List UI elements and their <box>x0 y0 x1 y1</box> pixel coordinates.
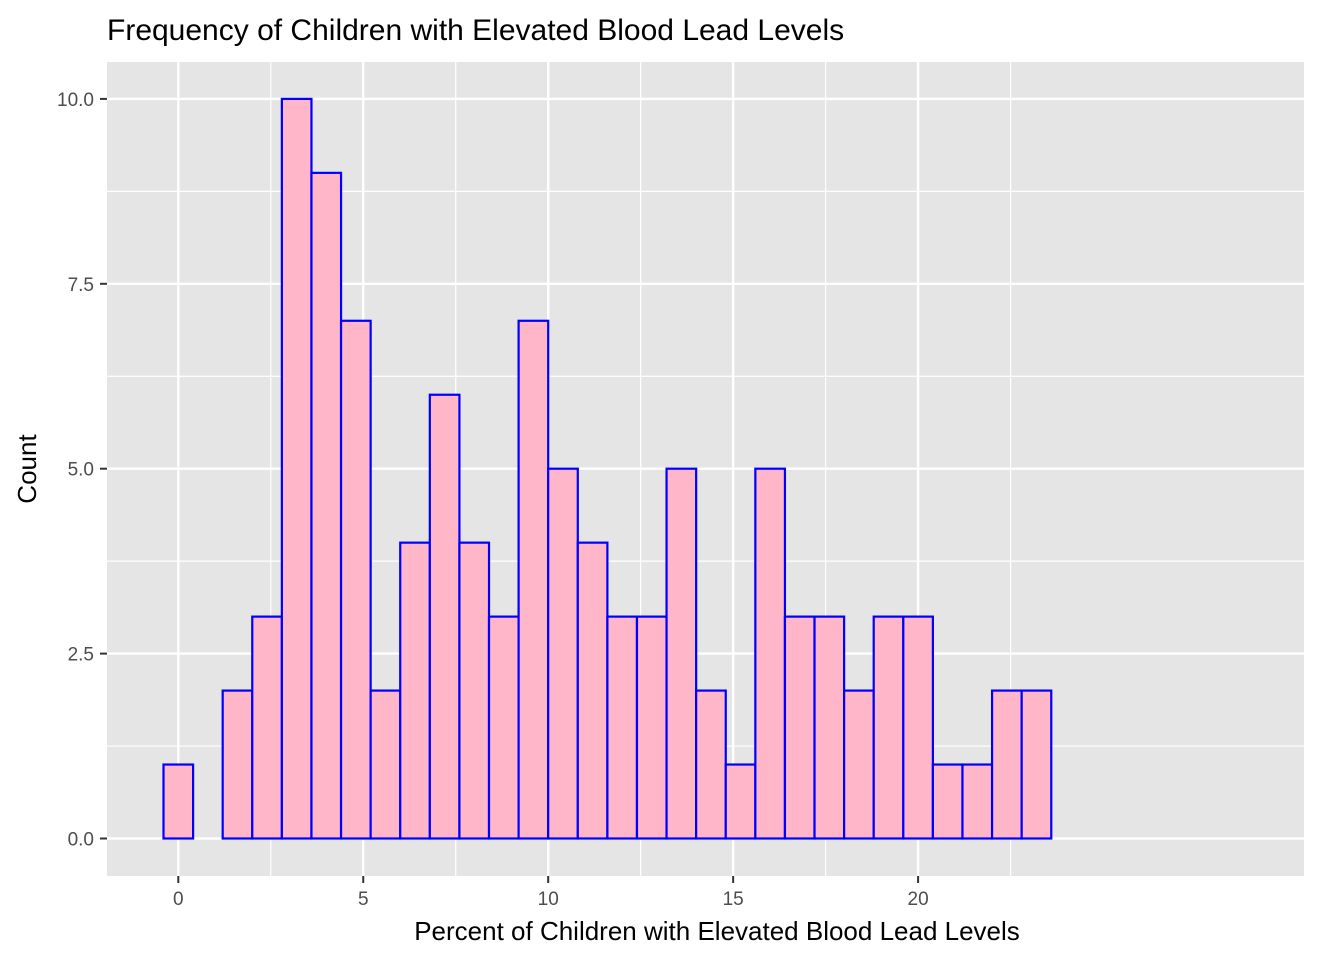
histogram-bar <box>576 541 609 840</box>
x-tick-label: 15 <box>723 889 744 910</box>
x-axis-title: Percent of Children with Elevated Blood … <box>414 916 1020 946</box>
histogram-bar <box>813 615 846 840</box>
histogram-bar <box>487 615 520 840</box>
y-tick-label: 2.5 <box>68 645 94 666</box>
histogram-bar <box>606 615 639 840</box>
histogram-bar <box>1020 689 1053 840</box>
histogram-bar <box>310 171 343 840</box>
y-tick-label: 10.0 <box>57 90 94 111</box>
y-tick-label: 5.0 <box>68 460 94 481</box>
histogram-bar <box>339 319 372 840</box>
x-tick-label: 5 <box>358 889 369 910</box>
y-tick-label: 7.5 <box>68 275 94 296</box>
histogram-bar <box>458 541 491 840</box>
histogram-bar <box>902 615 934 840</box>
histogram-bar <box>783 615 816 840</box>
histogram-bar <box>961 763 994 840</box>
histogram-bars <box>162 97 1053 840</box>
x-tick-label: 0 <box>173 889 184 910</box>
histogram-bar <box>428 393 461 840</box>
histogram-bar <box>843 689 875 840</box>
histogram-bar <box>251 615 283 840</box>
x-tick-label: 10 <box>538 889 559 910</box>
histogram-bar <box>162 763 195 840</box>
y-tick-label: 0.0 <box>68 830 94 851</box>
histogram-bar <box>547 467 579 840</box>
histogram-bar <box>724 763 757 840</box>
chart-title: Frequency of Children with Elevated Bloo… <box>107 14 844 47</box>
x-axis: 0 5 10 15 20 <box>173 876 929 910</box>
histogram-bar <box>221 689 254 840</box>
histogram-bar <box>872 615 905 840</box>
histogram-bar <box>635 615 668 840</box>
histogram-bar <box>517 319 550 840</box>
histogram-bar <box>369 689 402 840</box>
y-axis: 0.0 2.5 5.0 7.5 10.0 <box>57 90 107 851</box>
y-axis-title: Count <box>12 434 42 504</box>
histogram-bar <box>280 97 313 840</box>
histogram-bar <box>399 541 431 840</box>
histogram-bar <box>665 467 698 840</box>
histogram-bar <box>695 689 727 840</box>
histogram-bar <box>990 689 1023 840</box>
x-tick-label: 20 <box>908 889 929 910</box>
histogram-bar <box>931 763 964 840</box>
histogram-bar <box>754 467 787 840</box>
